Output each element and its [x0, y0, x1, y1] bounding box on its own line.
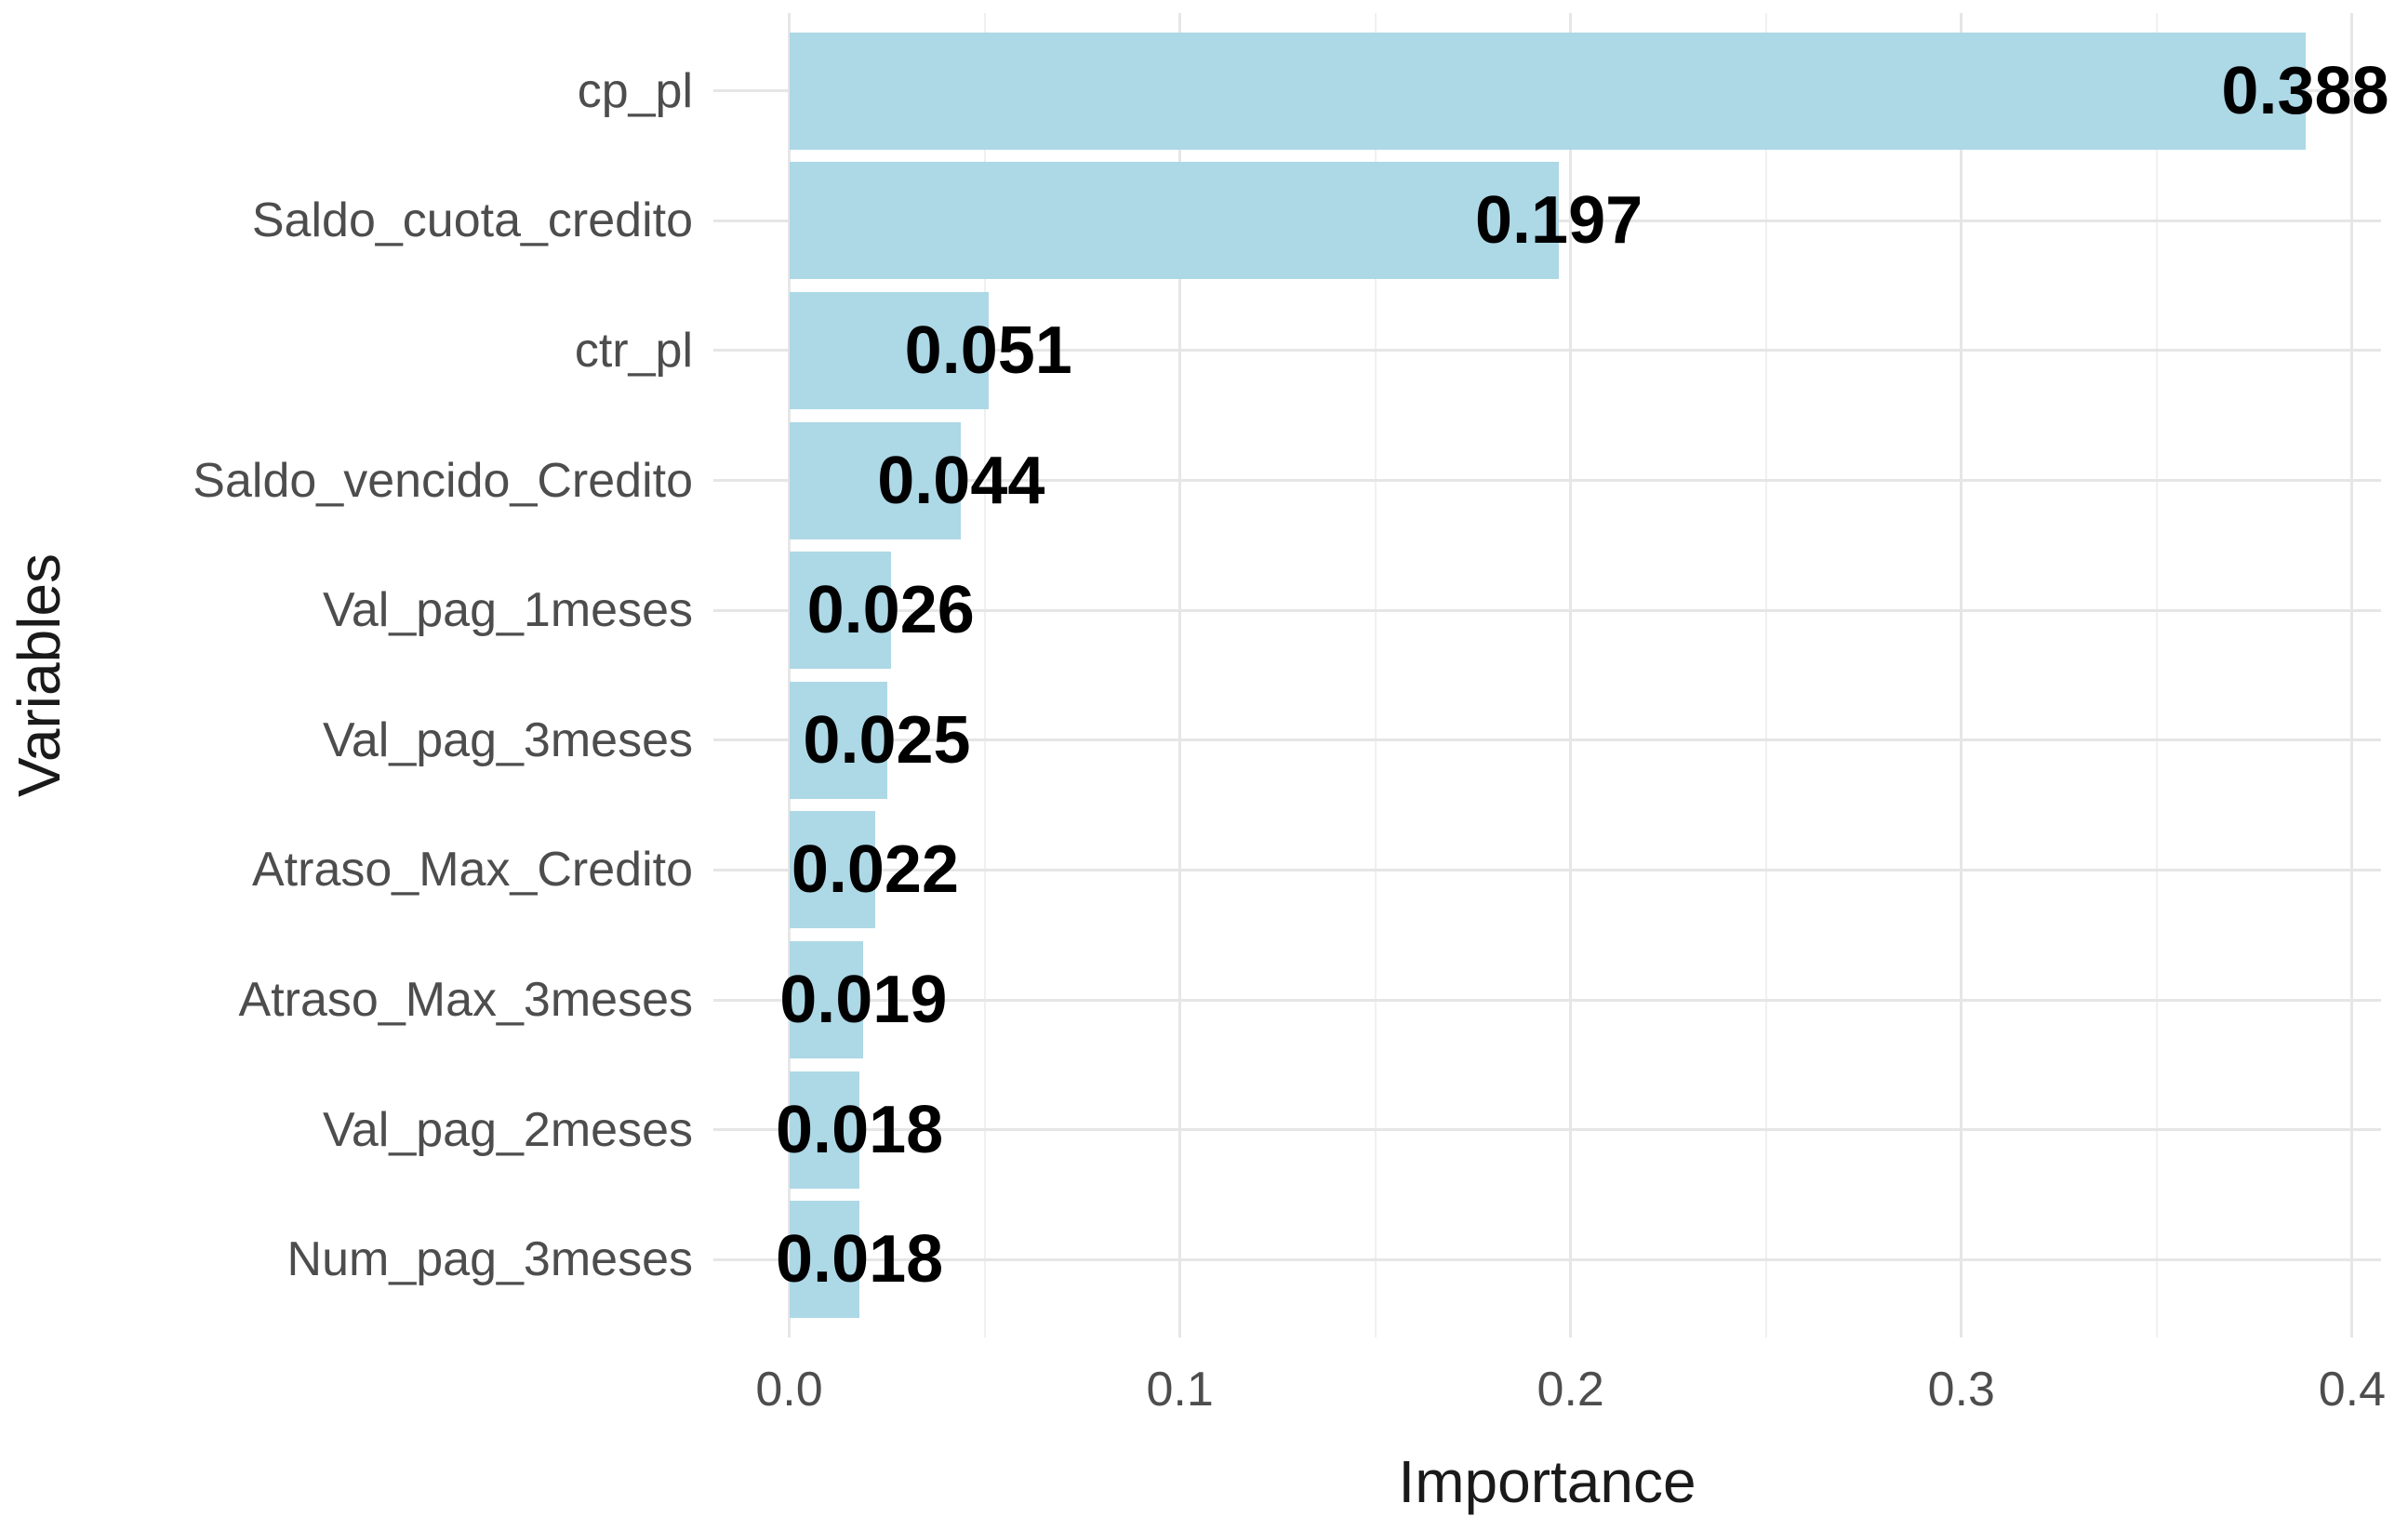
plot-panel: 0.388 0.197 0.051 0.044 0.026 0.025 0.022 0.019…: [713, 13, 2389, 1337]
row-gridline: [713, 1257, 2381, 1261]
y-axis-label: Atraso_Max_3meses: [238, 973, 693, 1028]
y-axis-label: cp_pl: [577, 63, 693, 118]
row-gridline: [713, 868, 2381, 871]
bar: [789, 1071, 860, 1189]
y-axis-label: Val_pag_1meses: [323, 583, 693, 638]
x-axis-title: Importance: [1398, 1448, 1696, 1515]
bar: [789, 1201, 860, 1319]
bar: [789, 421, 962, 539]
minor-gridline: [2155, 13, 2158, 1337]
y-axis-label: Atraso_Max_Credito: [252, 843, 693, 898]
major-gridline: [1960, 13, 1963, 1337]
bar-value-label: 0.026: [806, 573, 975, 648]
x-axis-tick-label: 0.2: [1537, 1363, 1604, 1417]
x-axis-tick-label: 0.4: [2318, 1363, 2387, 1417]
bar: [789, 811, 875, 929]
bar: [789, 32, 2306, 150]
bar-value-label: 0.051: [904, 313, 1072, 388]
bar-value-label: 0.022: [791, 832, 960, 908]
bar: [789, 291, 989, 409]
y-axis-label: Num_pag_3meses: [286, 1232, 693, 1287]
y-axis-label: Val_pag_3meses: [323, 712, 693, 767]
bar: [789, 941, 864, 1059]
y-axis-label: ctr_pl: [574, 323, 693, 378]
minor-gridline: [983, 13, 986, 1337]
row-gridline: [713, 608, 2381, 612]
x-axis-tick-label: 0.3: [1927, 1363, 1995, 1417]
y-axis-label: Saldo_cuota_credito: [251, 193, 693, 248]
row-gridline: [713, 479, 2381, 483]
bar-value-label: 0.019: [779, 963, 948, 1038]
bar-value-label: 0.018: [776, 1092, 944, 1167]
y-axis-label: Val_pag_2meses: [323, 1102, 693, 1157]
major-gridline: [2350, 13, 2354, 1337]
bar-value-label: 0.025: [803, 702, 971, 778]
bar: [789, 681, 887, 799]
minor-gridline: [1374, 13, 1377, 1337]
row-gridline: [713, 1128, 2381, 1132]
bar: [789, 552, 891, 670]
bar-value-label: 0.044: [877, 443, 1045, 518]
bar: [789, 162, 1560, 280]
minor-gridline: [1764, 13, 1767, 1337]
y-axis-label: Saldo_vencido_Credito: [193, 453, 693, 508]
bar-value-label: 0.018: [776, 1222, 944, 1297]
row-gridline: [713, 998, 2381, 1002]
x-axis-tick-label: 0.1: [1146, 1363, 1214, 1417]
major-gridline: [1569, 13, 1573, 1337]
major-gridline: [1178, 13, 1182, 1337]
major-gridline: [788, 13, 791, 1337]
row-gridline: [713, 349, 2381, 353]
row-gridline: [713, 738, 2381, 742]
x-axis-tick-label: 0.0: [755, 1363, 823, 1417]
bar-value-label: 0.388: [2221, 53, 2389, 128]
bar-value-label: 0.197: [1475, 183, 1643, 259]
